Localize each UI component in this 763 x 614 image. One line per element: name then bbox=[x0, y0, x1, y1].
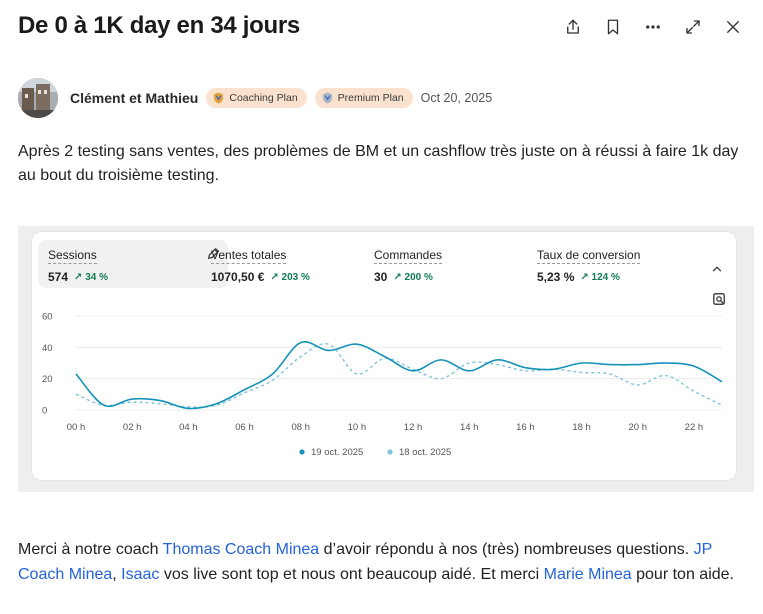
badge-label: Coaching Plan bbox=[229, 92, 298, 104]
x-tick-label: 00 h bbox=[67, 422, 86, 433]
badge-label: Premium Plan bbox=[337, 92, 404, 104]
thanks-text: vos live sont top et nous ont beaucoup a… bbox=[159, 565, 544, 583]
metric-sessions[interactable]: Sessions 574 ↗ 34 % bbox=[38, 240, 228, 288]
y-tick-label: 60 bbox=[42, 312, 53, 323]
y-tick-label: 40 bbox=[42, 343, 53, 354]
legend-dot bbox=[299, 449, 305, 455]
x-tick-label: 10 h bbox=[348, 422, 367, 433]
series-line-previous bbox=[75, 342, 723, 408]
close-icon[interactable] bbox=[717, 14, 749, 40]
legend-label: 19 oct. 2025 bbox=[311, 447, 363, 458]
more-icon[interactable] bbox=[637, 14, 669, 40]
x-tick-label: 02 h bbox=[123, 422, 142, 433]
post-actions bbox=[557, 14, 749, 40]
x-tick-label: 12 h bbox=[404, 422, 423, 433]
thanks-text: d’avoir répondu à nos (très) nombreuses … bbox=[319, 541, 694, 558]
mention-marie[interactable]: Marie Minea bbox=[543, 565, 632, 583]
post-date: Oct 20, 2025 bbox=[420, 91, 493, 105]
post-body: Après 2 testing sans ventes, des problèm… bbox=[18, 143, 739, 184]
author-name[interactable]: Clément et Mathieu bbox=[70, 90, 199, 106]
thanks-paragraph: Merci à notre coach Thomas Coach Minea d… bbox=[18, 538, 753, 587]
analytics-screenshot: Sessions 574 ↗ 34 % Ventes totales 1070,5… bbox=[18, 226, 754, 492]
thanks-text: pour ton aide. bbox=[631, 565, 734, 583]
x-tick-label: 04 h bbox=[179, 422, 198, 433]
x-tick-label: 22 h bbox=[685, 422, 704, 433]
metric-value: 574 bbox=[48, 270, 69, 284]
x-tick-label: 14 h bbox=[460, 422, 479, 433]
metric-trend: ↗ 203 % bbox=[270, 271, 310, 283]
y-tick-label: 0 bbox=[42, 406, 47, 417]
shield-icon bbox=[214, 92, 224, 104]
post-title: De 0 à 1K day en 34 jours bbox=[18, 12, 300, 39]
x-tick-label: 16 h bbox=[516, 422, 535, 433]
author-row: Clément et Mathieu Coaching Plan Premium… bbox=[18, 78, 492, 118]
chevron-up-icon[interactable] bbox=[710, 262, 724, 276]
metric-trend: ↗ 124 % bbox=[580, 271, 620, 283]
mention-jp[interactable]: JP Coach Minea bbox=[18, 541, 712, 583]
metric-trend: ↗ 34 % bbox=[74, 271, 108, 283]
premium-plan-badge: Premium Plan bbox=[314, 88, 413, 108]
series-line-current bbox=[75, 341, 723, 410]
metric-conversion[interactable]: Taux de conversion 5,23 % ↗ 124 % bbox=[527, 240, 697, 288]
sessions-chart: 0 20 40 60 00 h 02 h 04 h 06 h 08 h 10 h 12 h 14 h 1… bbox=[32, 302, 736, 480]
chart-settings-icon[interactable] bbox=[712, 292, 726, 306]
thanks-text: , bbox=[112, 565, 122, 583]
metric-label: Ventes totales bbox=[211, 248, 287, 264]
x-tick-label: 06 h bbox=[235, 422, 254, 433]
avatar[interactable] bbox=[18, 78, 58, 118]
bookmark-icon[interactable] bbox=[597, 14, 629, 40]
pencil-icon[interactable] bbox=[206, 247, 220, 261]
line-chart: 0 20 40 60 00 h 02 h 04 h 06 h 08 h 10 h 12 h 14 h 1… bbox=[42, 312, 723, 458]
metric-sales[interactable]: Ventes totales 1070,50 € ↗ 203 % bbox=[201, 240, 361, 288]
metric-value: 1070,50 € bbox=[211, 270, 265, 284]
x-tick-label: 20 h bbox=[628, 422, 647, 433]
y-tick-label: 20 bbox=[42, 374, 53, 385]
expand-icon[interactable] bbox=[677, 14, 709, 40]
mention-isaac[interactable]: Isaac bbox=[121, 565, 160, 583]
coaching-plan-badge: Coaching Plan bbox=[206, 88, 307, 108]
analytics-card: Sessions 574 ↗ 34 % Ventes totales 1070,5… bbox=[32, 232, 736, 480]
metric-label: Commandes bbox=[374, 248, 443, 264]
metric-value: 5,23 % bbox=[537, 270, 575, 284]
mention-thomas[interactable]: Thomas Coach Minea bbox=[162, 541, 320, 558]
x-tick-label: 08 h bbox=[291, 422, 310, 433]
metric-trend: ↗ 200 % bbox=[393, 271, 433, 283]
legend-label: 18 oct. 2025 bbox=[399, 447, 451, 458]
share-icon[interactable] bbox=[557, 14, 589, 40]
metric-label: Taux de conversion bbox=[537, 248, 641, 264]
x-tick-label: 18 h bbox=[572, 422, 591, 433]
metric-orders[interactable]: Commandes 30 ↗ 200 % bbox=[364, 240, 524, 288]
metric-label: Sessions bbox=[48, 248, 97, 264]
metric-value: 30 bbox=[374, 270, 388, 284]
legend-dot bbox=[387, 449, 393, 455]
shield-icon bbox=[322, 92, 332, 104]
thanks-text: Merci à notre coach bbox=[18, 541, 163, 558]
